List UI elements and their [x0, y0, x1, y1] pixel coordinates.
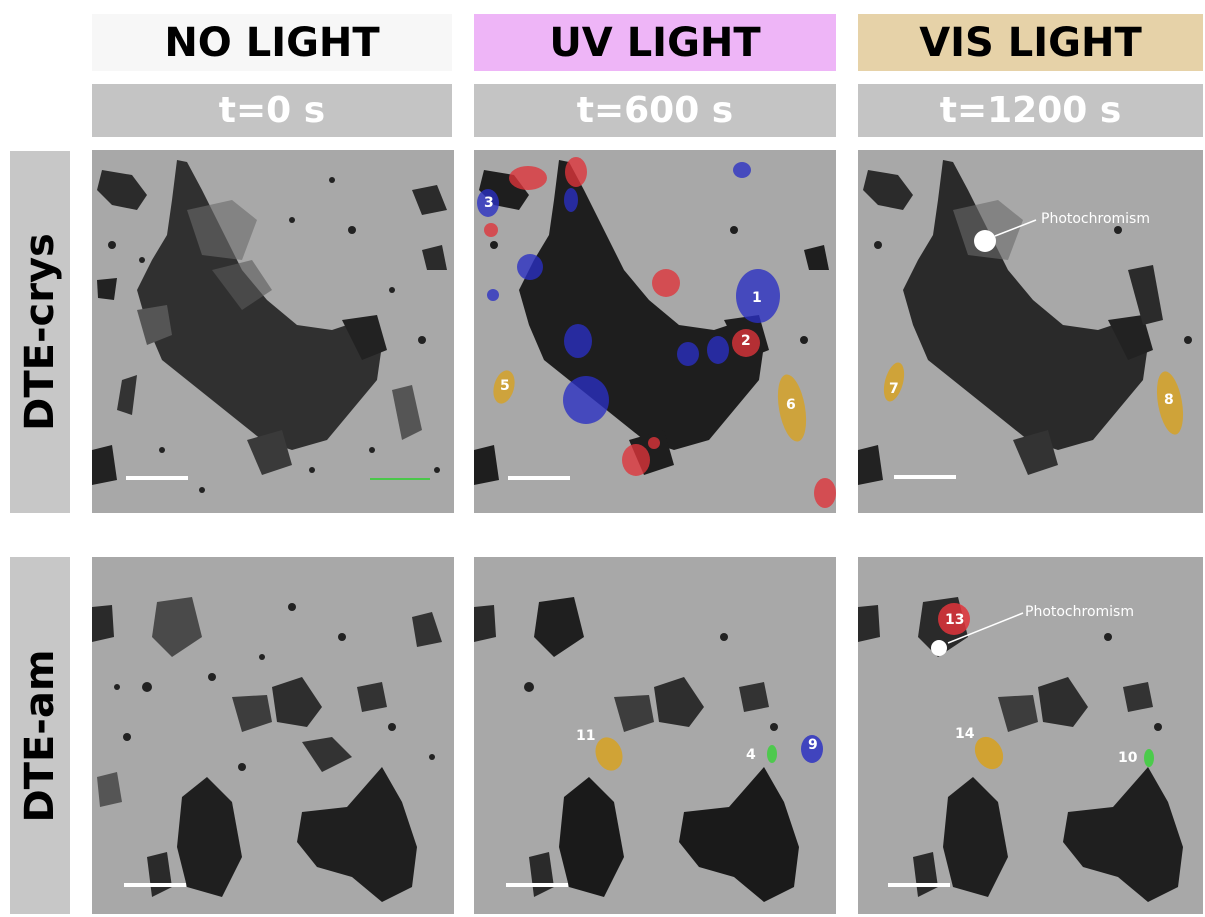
- time-label-1200: t=1200 s: [858, 84, 1203, 137]
- time-label-600: t=600 s: [474, 84, 836, 137]
- marker-1: 1: [752, 290, 762, 306]
- marker-8: 8: [1164, 392, 1174, 408]
- row-label-dte-crys: DTE-crys: [10, 151, 70, 513]
- marker-7: 7: [889, 381, 899, 397]
- header-vis-light: VIS LIGHT: [858, 14, 1203, 71]
- scale-bar: [506, 883, 568, 887]
- time-label-0: t=0 s: [92, 84, 452, 137]
- row-label-dte-am: DTE-am: [10, 557, 70, 914]
- micrograph-crys-vis-light: Photochromism 7 8: [858, 150, 1203, 513]
- marker-4: 4: [746, 747, 756, 763]
- marker-13: 13: [945, 612, 964, 628]
- marker-9: 9: [808, 737, 818, 753]
- micrograph-crys-no-light: [92, 150, 454, 513]
- scale-bar: [126, 476, 188, 480]
- marker-11: 11: [576, 728, 595, 744]
- marker-14: 14: [955, 726, 975, 742]
- micrograph-crys-uv-light: 3 1 2 5 6: [474, 150, 836, 513]
- marker-6: 6: [786, 397, 796, 413]
- scale-bar: [124, 883, 186, 887]
- marker-3: 3: [484, 195, 494, 211]
- scale-bar: [894, 475, 956, 479]
- micrograph-am-vis-light: Photochromism 13 14 10: [858, 557, 1203, 914]
- photochromism-label: Photochromism: [1025, 604, 1134, 620]
- marker-5: 5: [500, 378, 510, 394]
- micrograph-am-uv-light: 11 4 9: [474, 557, 836, 914]
- scale-bar: [508, 476, 570, 480]
- micrograph-am-no-light: [92, 557, 454, 914]
- marker-10: 10: [1118, 750, 1138, 766]
- marker-2: 2: [741, 333, 751, 349]
- header-uv-light: UV LIGHT: [474, 14, 836, 71]
- photochromism-label: Photochromism: [1041, 211, 1150, 227]
- scale-bar: [888, 883, 950, 887]
- header-no-light: NO LIGHT: [92, 14, 452, 71]
